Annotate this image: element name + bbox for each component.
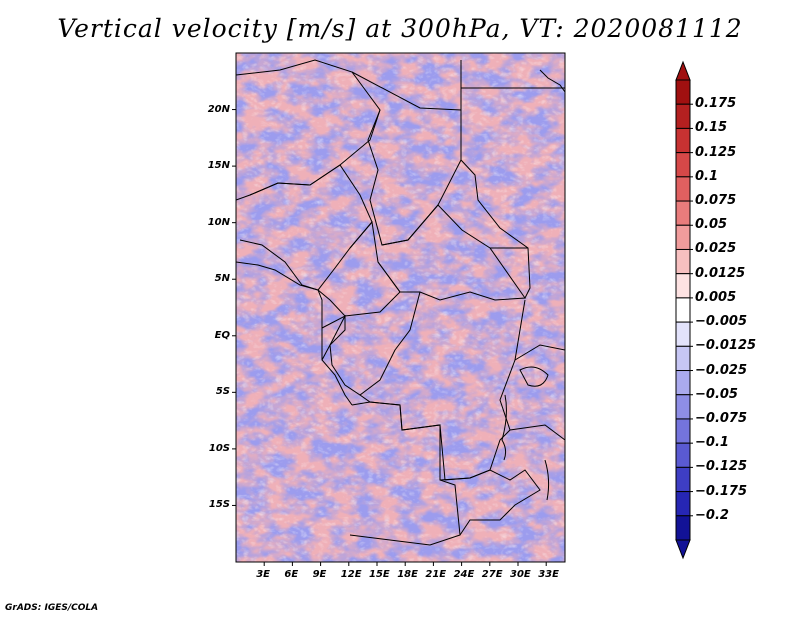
lon-tick-label: 15E (369, 569, 390, 580)
border-sudan (460, 159, 531, 299)
map-frame (235, 52, 566, 563)
lon-tick-label: 24E (453, 569, 475, 580)
border-cameroon (317, 220, 401, 317)
colorbar-tick-label: −0.1 (695, 435, 729, 451)
lat-tick-label: 10N (207, 216, 230, 228)
lon-tick-label: 21E (425, 569, 447, 580)
colorbar-swatch (675, 127, 691, 154)
colorbar-under-triangle (675, 539, 691, 560)
colorbar-swatch (675, 79, 691, 105)
colorbar-swatch (675, 248, 691, 275)
colorbar (675, 60, 693, 560)
colorbar-swatch (675, 370, 691, 396)
lat-tick-label: 20N (207, 103, 230, 115)
colorbar-tick-label: −0.025 (695, 362, 748, 378)
lat-tick-marks (232, 109, 236, 506)
vertical-velocity-field (236, 53, 565, 562)
colorbar-tick-label: 0.175 (695, 96, 737, 112)
lake-victoria (519, 366, 549, 387)
colorbar-swatch (675, 152, 691, 178)
colorbar-tick-label: −0.005 (695, 314, 748, 330)
lon-tick-label: 9E (312, 569, 327, 580)
lon-tick-label: 12E (340, 569, 362, 580)
colorbar-tick-label: 0.0125 (695, 265, 746, 281)
colorbar-tick-label: −0.175 (695, 483, 748, 499)
coastline-red-sea (539, 69, 565, 93)
colorbar-over-triangle (675, 60, 691, 81)
colorbar-swatch (675, 515, 691, 541)
colorbar-swatch (675, 321, 691, 347)
colorbar-swatch (675, 418, 691, 444)
field-fine-structure (236, 53, 565, 562)
colorbar-tick-label: 0.1 (695, 168, 719, 184)
lake-malawi (544, 459, 550, 501)
lat-tick-label: 5S (215, 386, 230, 398)
border-angola (349, 401, 461, 546)
lon-tick-label: 6E (284, 569, 299, 580)
colorbar-tick-label: −0.0125 (695, 338, 757, 354)
colorbar-tick-label: 0.025 (695, 241, 737, 257)
country-boundaries (236, 59, 565, 546)
colorbar-tick-label: 0.005 (695, 289, 737, 305)
lake-tanganyika (501, 394, 507, 461)
colorbar-tick-label: −0.125 (695, 459, 748, 475)
colorbar-tick-label: 0.05 (695, 217, 728, 233)
colorbar-tick-label: −0.05 (695, 386, 738, 402)
colorbar-swatch (675, 466, 691, 493)
lon-tick-label: 33E (538, 569, 559, 580)
border-congo (329, 291, 421, 396)
colorbar-tick-label: 0.125 (695, 144, 737, 160)
border-tanzania (509, 424, 565, 441)
border-gabon (321, 314, 347, 361)
colorbar-swatch (675, 442, 691, 468)
lon-tick-label: 3E (256, 569, 270, 580)
lat-tick-label: 15N (207, 160, 230, 172)
colorbar-swatch (675, 491, 691, 517)
coastline-gulf-of-guinea (236, 261, 353, 406)
colorbar-tick-label: 0.15 (695, 120, 728, 136)
lon-tick-label: 18E (397, 569, 418, 580)
lon-tick-label: 30E (510, 569, 531, 580)
lon-tick-marks (263, 562, 547, 566)
chart-title: Vertical velocity [m/s] at 300hPa, VT: 2… (57, 14, 743, 43)
border-zambia (439, 469, 541, 536)
colorbar-swatch (675, 394, 691, 420)
border-car (377, 204, 526, 301)
border-uganda-kenya (514, 344, 565, 361)
colorbar-swatch (675, 176, 691, 202)
lat-tick-label: EQ (214, 329, 230, 341)
colorbar-swatch (675, 224, 691, 250)
colorbar-tick-label: −0.2 (695, 507, 729, 523)
colorbar-swatch (675, 297, 691, 323)
lat-tick-label: 10S (208, 442, 230, 454)
footer-credit: GrADS: IGES/COLA (5, 603, 99, 613)
lat-tick-label: 15S (208, 499, 230, 511)
colorbar-swatch (675, 345, 691, 372)
colorbar-swatch (675, 103, 691, 129)
colorbar-swatch (675, 273, 691, 299)
colorbar-tick-label: 0.075 (695, 193, 737, 209)
lon-tick-label: 27E (481, 569, 503, 580)
lat-tick-label: 5N (214, 273, 230, 285)
colorbar-tick-label: −0.075 (695, 410, 748, 426)
colorbar-swatch (675, 200, 691, 226)
